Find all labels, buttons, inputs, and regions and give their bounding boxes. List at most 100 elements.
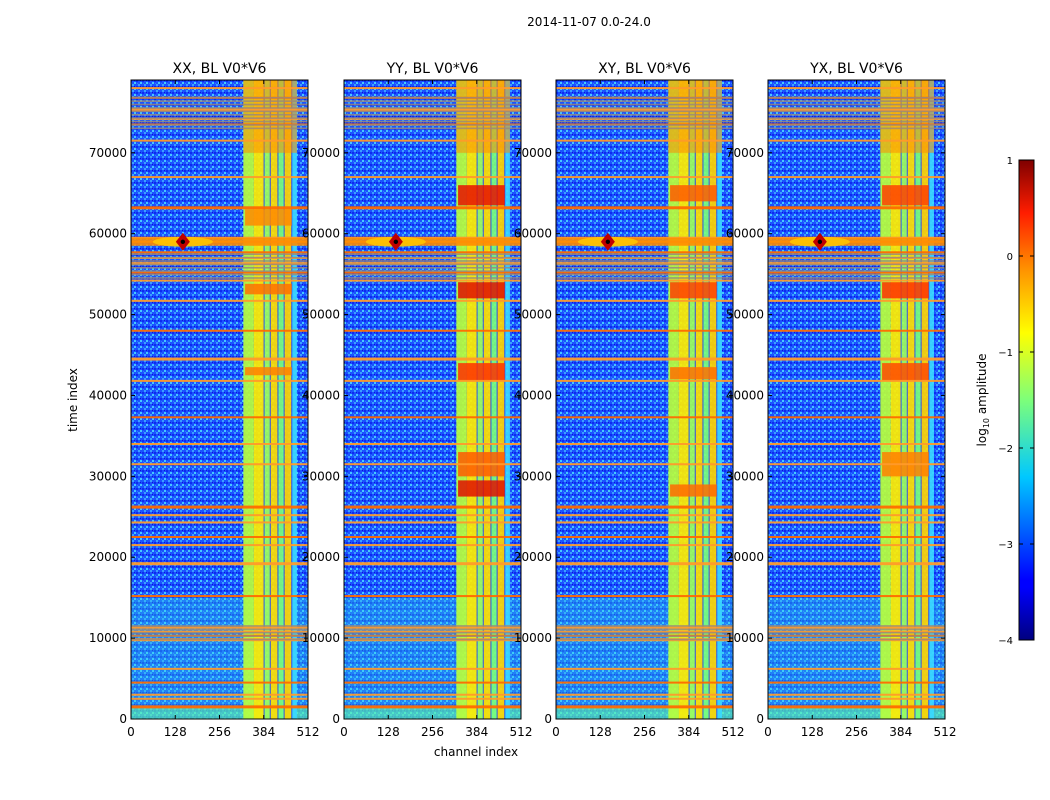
rfi-row [344, 521, 521, 524]
rfi-row [344, 697, 521, 700]
rfi-column-gap [291, 80, 293, 719]
rfi-row [344, 271, 521, 274]
rfi-column [291, 80, 297, 719]
rfi-row [556, 693, 733, 696]
rfi-row [131, 595, 308, 598]
rfi-row [768, 562, 945, 566]
colorbar-ticks: 1 0 −1 −2 −3 −4 [998, 156, 1034, 647]
rfi-row [768, 299, 945, 302]
y-tick-label: 0 [119, 712, 127, 726]
x-tick-label: 0 [127, 725, 135, 739]
rfi-column [921, 80, 929, 719]
rfi-row [344, 416, 521, 419]
rfi-row-grey [344, 103, 521, 106]
rfi-row [131, 357, 308, 361]
rfi-column-gap [702, 80, 704, 719]
heatmap-image [768, 80, 945, 719]
heatmap-image [556, 80, 733, 719]
rfi-column-gap [900, 80, 902, 719]
rfi-row-grey [131, 266, 308, 269]
rfi-row-grey [344, 117, 521, 119]
rfi-column [695, 80, 703, 719]
rfi-column [709, 80, 717, 719]
rfi-row [768, 626, 945, 629]
rfi-column [456, 80, 467, 719]
rfi-row [344, 139, 521, 142]
rfi-row [344, 505, 521, 509]
rfi-row [131, 544, 308, 547]
heatmap-image [344, 80, 521, 719]
rfi-row-grey [344, 100, 521, 102]
rfi-row [768, 544, 945, 547]
heatmap-panels: XX, BL V0*V6 0 128 256 384 512 0 10000 20000 3000… [89, 61, 957, 739]
y-tick-label: 40000 [514, 388, 552, 402]
rfi-row [556, 271, 733, 274]
rfi-column-gap [906, 80, 908, 719]
rfi-row [556, 697, 733, 700]
colorbar: 10−1−2−3−4 log10 amplitude [975, 156, 1035, 647]
rfi-column [483, 80, 491, 719]
rfi-row [556, 379, 733, 382]
rfi-column-gap [269, 80, 271, 719]
rfi-row-grey [344, 120, 521, 123]
rfi-column-gap [476, 80, 478, 719]
rfi-row [344, 544, 521, 547]
rfi-row [556, 206, 733, 210]
rfi-row-grey [344, 110, 521, 113]
y-tick-label: 40000 [302, 388, 340, 402]
rfi-row-grey [344, 273, 521, 276]
rfi-row [556, 416, 733, 419]
y-tick-label: 10000 [726, 631, 764, 645]
y-tick-label: 60000 [302, 227, 340, 241]
rfi-row [131, 416, 308, 419]
x-tick-label: 256 [208, 725, 231, 739]
rfi-row-grey [344, 270, 521, 272]
rfi-row [768, 442, 945, 445]
rfi-row [768, 87, 945, 90]
rfi-top-region [243, 80, 297, 153]
burst-band [556, 237, 733, 246]
rfi-row [556, 626, 733, 629]
rfi-row-grey [131, 100, 308, 102]
y-tick-label: 70000 [89, 146, 127, 160]
rfi-row-grey [344, 263, 521, 266]
rfi-row-grey [768, 263, 945, 266]
rfi-row [556, 705, 733, 709]
panel-yy: YY, BL V0*V6 0 128 256 384 512 0 10000 20000 3000… [302, 61, 533, 739]
rfi-row-grey [131, 635, 308, 637]
rfi-row-grey [131, 253, 308, 255]
panel-title: XX, BL V0*V6 [173, 61, 267, 77]
rfi-row-grey [768, 628, 945, 631]
rfi-row [556, 236, 733, 239]
x-tick-label: 384 [677, 725, 700, 739]
y-tick-label: 20000 [89, 550, 127, 564]
rfi-row-grey [344, 256, 521, 259]
rfi-row [768, 329, 945, 332]
panel-yx: YX, BL V0*V6 0 128 256 384 512 0 10000 20000 3000… [726, 61, 957, 739]
rfi-row [768, 206, 945, 210]
rfi-blob [670, 185, 717, 202]
rfi-row [131, 139, 308, 142]
rfi-row [344, 176, 521, 179]
colorbar-tick-label: 1 [1007, 156, 1013, 167]
rfi-row-grey [556, 638, 733, 641]
rfi-row-grey [768, 277, 945, 279]
rfi-row-grey [131, 256, 308, 259]
rfi-row [768, 357, 945, 361]
rfi-row [768, 536, 945, 539]
rfi-row [556, 357, 733, 361]
burst-band [768, 237, 945, 246]
rfi-row [344, 251, 521, 254]
rfi-column [270, 80, 278, 719]
rfi-column-gap [688, 80, 690, 719]
rfi-row-grey [131, 107, 308, 109]
rfi-row-grey [768, 635, 945, 637]
rfi-column [907, 80, 915, 719]
rfi-row [131, 521, 308, 524]
rfi-row [131, 681, 308, 684]
rfi-row [768, 251, 945, 254]
panel-title: YX, BL V0*V6 [809, 61, 903, 77]
rfi-blob [458, 185, 505, 206]
heatmap-image [131, 80, 308, 719]
